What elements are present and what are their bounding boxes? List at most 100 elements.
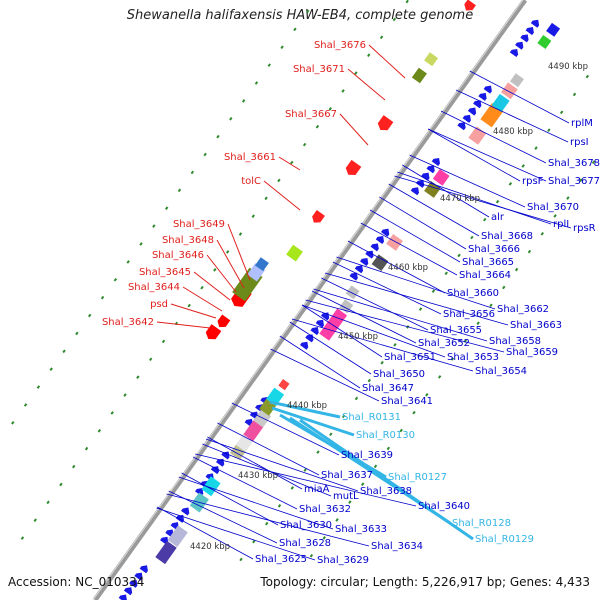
gene-label-right: Shal_3655 xyxy=(430,325,482,336)
track-dot xyxy=(367,378,371,383)
leader-line xyxy=(279,335,361,389)
track-dot xyxy=(386,446,391,451)
gene-block xyxy=(509,73,524,88)
gene-arrow xyxy=(525,27,534,36)
leader-line xyxy=(166,493,370,547)
rna-leader-line xyxy=(271,406,355,437)
track-dot xyxy=(508,182,513,186)
gene-arrow xyxy=(467,107,477,116)
leader-line xyxy=(156,507,316,561)
gene-feature xyxy=(530,19,540,28)
track-dot xyxy=(483,217,487,222)
track-dot xyxy=(495,199,500,204)
gene-feature xyxy=(515,41,524,50)
gene-feature xyxy=(310,327,319,336)
gene-arrow xyxy=(473,100,482,109)
kbp-ticks: 4420 kbp 4430 kbp 4440 kbp 4450 kbp 4460 kbp… xyxy=(190,62,588,552)
track-dot xyxy=(277,178,281,183)
track-dot xyxy=(476,321,480,326)
gene-label-right: Shal_3659 xyxy=(506,347,558,358)
track-dot xyxy=(59,482,63,487)
gene-arrow xyxy=(478,92,487,101)
track-dot xyxy=(252,539,256,544)
gene-feature xyxy=(457,122,466,131)
track-dot xyxy=(280,45,284,50)
track-dot xyxy=(72,464,76,469)
gene-feature xyxy=(299,341,309,350)
gene-label-left: Shal_3667 xyxy=(285,109,337,120)
gene-label-right: rplM xyxy=(571,118,593,129)
gene-label-right: Shal_3677 xyxy=(548,176,600,187)
gene-arrow xyxy=(520,34,529,43)
track-dot xyxy=(290,160,294,165)
gene-feature xyxy=(123,587,133,596)
track-dot xyxy=(322,536,326,540)
gene-feature xyxy=(345,159,362,175)
gene-label-right: Shal_3664 xyxy=(459,270,511,281)
track-dot xyxy=(315,124,320,129)
gene-label-left: Shal_3649 xyxy=(173,219,225,230)
kbp-label: 4460 kbp xyxy=(388,263,428,273)
gene-arrow xyxy=(216,458,225,467)
track-dot xyxy=(152,224,156,228)
track-dot xyxy=(514,267,519,272)
track-dot xyxy=(309,553,314,558)
leader-line xyxy=(409,154,526,208)
leader-line xyxy=(291,318,474,372)
gene-arrow xyxy=(310,327,319,336)
leader-line xyxy=(270,348,380,402)
gene-feature xyxy=(491,93,510,113)
track-dot xyxy=(393,343,397,347)
gene-label-right: Shal_3632 xyxy=(299,504,351,515)
gene-arrow xyxy=(431,157,440,166)
kbp-label: 4450 kbp xyxy=(338,332,378,342)
gene-label-left: Shal_3648 xyxy=(162,235,214,246)
genome-backbone xyxy=(92,0,528,600)
track-dot xyxy=(203,152,207,157)
track-dot xyxy=(277,503,282,508)
gene-label-right: Shal_3634 xyxy=(371,541,423,552)
gene-label-right: Shal_3665 xyxy=(462,257,514,268)
gene-feature xyxy=(370,243,379,252)
backbone-line xyxy=(92,0,528,600)
leader-line xyxy=(178,476,334,530)
gene-arrow xyxy=(381,228,390,237)
gene-arrow xyxy=(299,341,309,350)
gene-arrow xyxy=(360,257,369,266)
track-dot xyxy=(187,303,191,308)
gene-arrow xyxy=(410,187,420,196)
gene-label-right: Shal_3650 xyxy=(373,369,425,380)
track-dot xyxy=(251,214,255,218)
gene-label-right: Shal_3629 xyxy=(317,555,369,566)
track-dot xyxy=(380,360,384,365)
gene-label-left: psd xyxy=(150,299,168,310)
leader-line xyxy=(313,288,488,342)
gene-block xyxy=(155,540,177,565)
track-dot xyxy=(470,235,474,240)
kbp-label: 4420 kbp xyxy=(190,542,230,552)
gene-arrow xyxy=(530,19,540,28)
leader-line xyxy=(301,304,446,358)
gene-arrow xyxy=(210,466,220,475)
track-dot xyxy=(302,142,307,147)
gene-block xyxy=(286,244,303,262)
track-dot xyxy=(354,71,358,75)
gene-label-left: tolC xyxy=(241,176,261,187)
gene-feature xyxy=(217,314,231,328)
track-dot xyxy=(229,116,233,121)
track-dot xyxy=(392,17,397,22)
gene-feature xyxy=(509,49,519,58)
gene-label-left: Shal_3646 xyxy=(152,250,204,261)
track-dot xyxy=(200,285,204,290)
gene-label-right: Shal_3633 xyxy=(335,524,387,535)
track-dot xyxy=(190,170,195,175)
track-dot xyxy=(239,557,243,562)
track-dot xyxy=(113,277,118,282)
leader-line xyxy=(170,303,217,319)
leader-line xyxy=(321,277,429,331)
rna-label: Shal_R0128 xyxy=(452,518,511,529)
gene-feature xyxy=(426,165,435,174)
track-dot xyxy=(36,385,41,389)
